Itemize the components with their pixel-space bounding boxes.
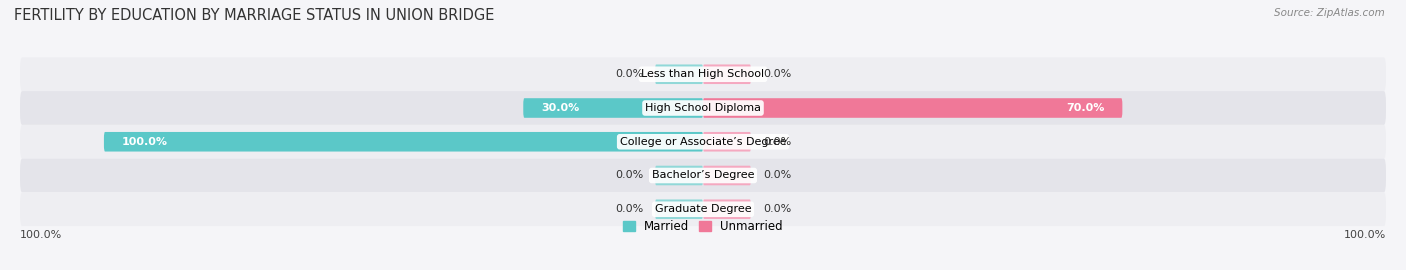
Text: 0.0%: 0.0% bbox=[763, 204, 792, 214]
Text: 30.0%: 30.0% bbox=[541, 103, 579, 113]
FancyBboxPatch shape bbox=[20, 91, 1386, 125]
Text: FERTILITY BY EDUCATION BY MARRIAGE STATUS IN UNION BRIDGE: FERTILITY BY EDUCATION BY MARRIAGE STATU… bbox=[14, 8, 495, 23]
Text: 70.0%: 70.0% bbox=[1066, 103, 1104, 113]
FancyBboxPatch shape bbox=[655, 65, 703, 84]
FancyBboxPatch shape bbox=[655, 166, 703, 185]
FancyBboxPatch shape bbox=[20, 192, 1386, 226]
FancyBboxPatch shape bbox=[703, 200, 751, 219]
FancyBboxPatch shape bbox=[703, 132, 751, 151]
Text: 100.0%: 100.0% bbox=[20, 230, 62, 239]
Text: High School Diploma: High School Diploma bbox=[645, 103, 761, 113]
FancyBboxPatch shape bbox=[703, 98, 1122, 118]
Text: Less than High School: Less than High School bbox=[641, 69, 765, 79]
FancyBboxPatch shape bbox=[104, 132, 703, 151]
Text: 0.0%: 0.0% bbox=[614, 204, 643, 214]
Text: 0.0%: 0.0% bbox=[614, 69, 643, 79]
Text: Source: ZipAtlas.com: Source: ZipAtlas.com bbox=[1274, 8, 1385, 18]
Legend: Married, Unmarried: Married, Unmarried bbox=[619, 215, 787, 238]
FancyBboxPatch shape bbox=[703, 65, 751, 84]
FancyBboxPatch shape bbox=[655, 200, 703, 219]
Text: 100.0%: 100.0% bbox=[1344, 230, 1386, 239]
FancyBboxPatch shape bbox=[523, 98, 703, 118]
FancyBboxPatch shape bbox=[20, 158, 1386, 192]
Text: 0.0%: 0.0% bbox=[763, 69, 792, 79]
FancyBboxPatch shape bbox=[20, 57, 1386, 91]
Text: 0.0%: 0.0% bbox=[763, 170, 792, 181]
FancyBboxPatch shape bbox=[703, 166, 751, 185]
Text: College or Associate’s Degree: College or Associate’s Degree bbox=[620, 137, 786, 147]
Text: Graduate Degree: Graduate Degree bbox=[655, 204, 751, 214]
Text: 0.0%: 0.0% bbox=[614, 170, 643, 181]
Text: 100.0%: 100.0% bbox=[122, 137, 167, 147]
Text: 0.0%: 0.0% bbox=[763, 137, 792, 147]
FancyBboxPatch shape bbox=[20, 125, 1386, 158]
Text: Bachelor’s Degree: Bachelor’s Degree bbox=[652, 170, 754, 181]
